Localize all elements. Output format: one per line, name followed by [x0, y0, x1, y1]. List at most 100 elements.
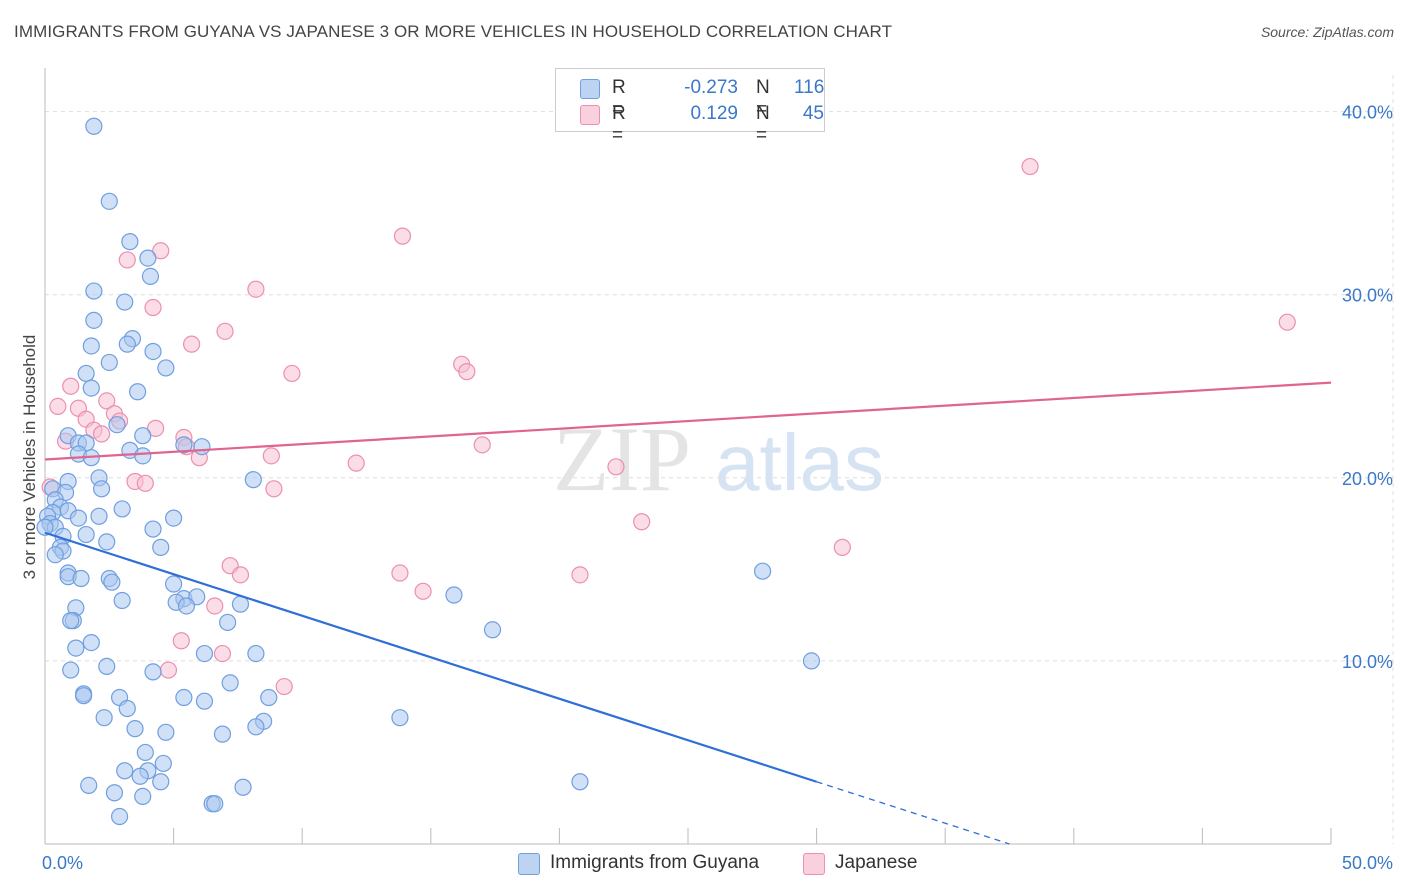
y-axis-label: 3 or more Vehicles in Household: [20, 335, 39, 580]
legend-r-label: R =: [612, 103, 626, 146]
guyana-point: [157, 723, 175, 741]
guyana-point: [177, 597, 196, 615]
japanese-point: [1278, 313, 1296, 331]
correlation-legend: R = -0.273 N = 116 R = 0.129 N = 45: [555, 68, 825, 146]
guyana-point: [193, 438, 211, 456]
japanese-point: [262, 447, 280, 465]
guyana-point: [74, 687, 93, 705]
japanese-point: [98, 392, 116, 410]
y-tick-label: 20.0%: [1342, 469, 1393, 489]
japanese-point: [473, 436, 491, 454]
bottom-legend-swatch-pink: [803, 853, 825, 875]
y-tick-label: 30.0%: [1342, 286, 1393, 306]
guyana-point: [121, 233, 139, 251]
japanese-point: [247, 280, 265, 298]
grid-lines: [45, 75, 1394, 844]
japanese-trend-line: [44, 381, 1332, 461]
japanese-point: [92, 425, 111, 443]
guyana-point: [195, 692, 214, 710]
guyana-point: [100, 192, 118, 210]
axes: [44, 68, 1332, 845]
legend-n-label: N =: [756, 77, 770, 120]
guyana-point: [165, 509, 183, 527]
guyana-point: [126, 720, 144, 738]
trend-lines: [44, 381, 1332, 845]
japanese-point: [183, 335, 201, 353]
legend-r-value: -0.273: [684, 77, 738, 98]
guyana-point: [244, 471, 262, 489]
legend-n-label: N =: [756, 103, 770, 146]
guyana-point: [113, 500, 131, 518]
japanese-point: [571, 566, 589, 584]
guyana-point: [206, 795, 224, 813]
guyana-point: [134, 787, 152, 805]
guyana-point: [100, 353, 118, 372]
legend-n-value: 116: [794, 77, 825, 98]
guyana-point: [85, 282, 103, 300]
japanese-point: [144, 298, 162, 317]
japanese-point: [206, 597, 224, 615]
guyana-point: [69, 509, 88, 527]
guyana-point: [105, 784, 124, 802]
guyana-point: [753, 562, 772, 580]
guyana-point: [110, 807, 129, 826]
japanese-point: [1021, 157, 1039, 176]
watermark-atlas: atlas: [715, 418, 884, 507]
x-tick-label: 50.0%: [1342, 853, 1393, 873]
bottom-legend-label: Immigrants from Guyana: [550, 852, 760, 873]
guyana-point: [445, 586, 463, 604]
guyana-point: [62, 612, 80, 630]
guyana-trend-line: [44, 531, 817, 783]
guyana-point: [82, 633, 100, 652]
guyana-point: [136, 743, 154, 762]
guyana-point: [144, 663, 162, 681]
guyana-point: [219, 613, 237, 632]
guyana-point: [113, 591, 131, 610]
guyana-point: [260, 688, 278, 707]
guyana-point: [195, 644, 214, 663]
guyana-point: [85, 117, 103, 135]
guyana-point: [108, 416, 126, 434]
guyana-point: [247, 718, 265, 736]
guyana-point: [72, 569, 90, 588]
guyana-point: [152, 773, 170, 791]
guyana-point: [391, 709, 409, 727]
guyana-point: [571, 773, 589, 791]
guyana-point: [157, 359, 175, 377]
guyana-point: [95, 709, 113, 727]
guyana-point: [80, 776, 98, 795]
guyana-point: [118, 335, 136, 353]
guyana-point: [82, 337, 100, 355]
guyana-point: [175, 688, 193, 707]
guyana-point: [77, 364, 95, 383]
data-points: [36, 117, 1296, 826]
guyana-point: [247, 644, 265, 663]
japanese-point: [607, 458, 625, 476]
guyana-point: [36, 518, 54, 536]
guyana-point: [103, 573, 121, 591]
guyana-point: [165, 575, 183, 593]
japanese-point: [146, 419, 165, 437]
japanese-point: [633, 513, 651, 531]
watermark-zip: ZIP: [553, 408, 691, 510]
guyana-point: [141, 267, 160, 286]
guyana-point: [118, 699, 136, 718]
legend-swatch-pink: [580, 105, 600, 125]
legend-swatch-blue: [580, 79, 600, 99]
guyana-point: [139, 249, 157, 267]
guyana-point: [234, 778, 252, 796]
japanese-point: [458, 363, 476, 381]
guyana-point: [82, 379, 100, 397]
legend-r-value: 0.129: [690, 103, 738, 124]
guyana-point: [221, 674, 239, 692]
legend-r-label: R =: [612, 77, 626, 120]
guyana-point: [213, 725, 232, 743]
guyana-point: [134, 447, 152, 465]
y-tick-label: 40.0%: [1342, 103, 1393, 123]
bottom-legend-label: Japanese: [835, 852, 918, 873]
guyana-point: [175, 436, 193, 454]
guyana-point: [116, 293, 134, 311]
guyana-point: [802, 652, 821, 670]
japanese-point: [136, 474, 154, 492]
